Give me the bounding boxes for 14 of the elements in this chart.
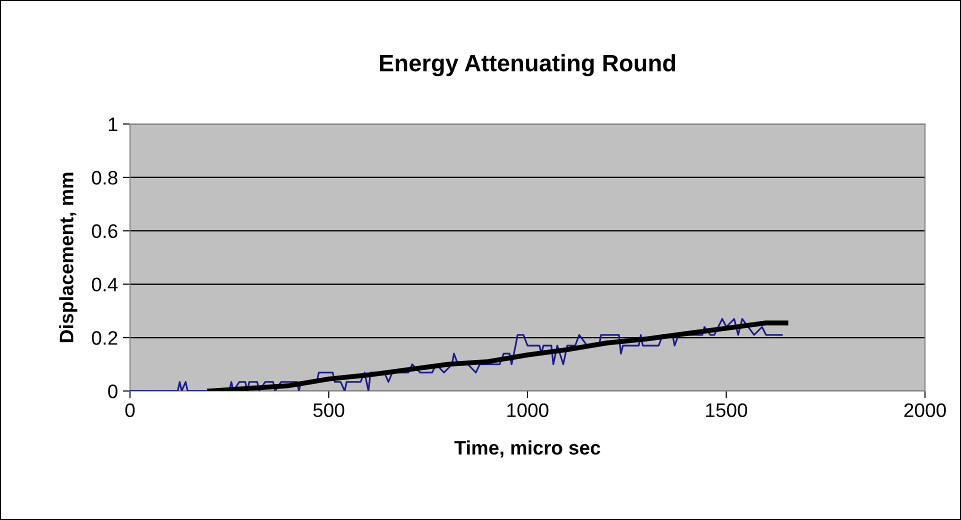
x-tick-label: 500: [313, 403, 344, 418]
x-tick-label: 0: [125, 403, 135, 418]
y-tick-label: 0: [108, 384, 118, 398]
x-tick-label: 1500: [706, 403, 748, 418]
y-tick-label: 0.4: [92, 278, 118, 292]
x-axis-title: Time, micro sec: [454, 440, 600, 458]
y-tick-label: 0.8: [92, 170, 118, 185]
x-tick-label: 1000: [507, 403, 548, 418]
chart-title: Energy Attenuating Round: [380, 54, 676, 76]
y-tick-label: 0.2: [92, 331, 118, 345]
y-tick-label: 1: [108, 118, 118, 132]
y-tick-label: 0.6: [92, 224, 118, 238]
y-axis-title: Displacement, mm: [59, 172, 78, 342]
x-tick-label: 2000: [904, 403, 946, 418]
